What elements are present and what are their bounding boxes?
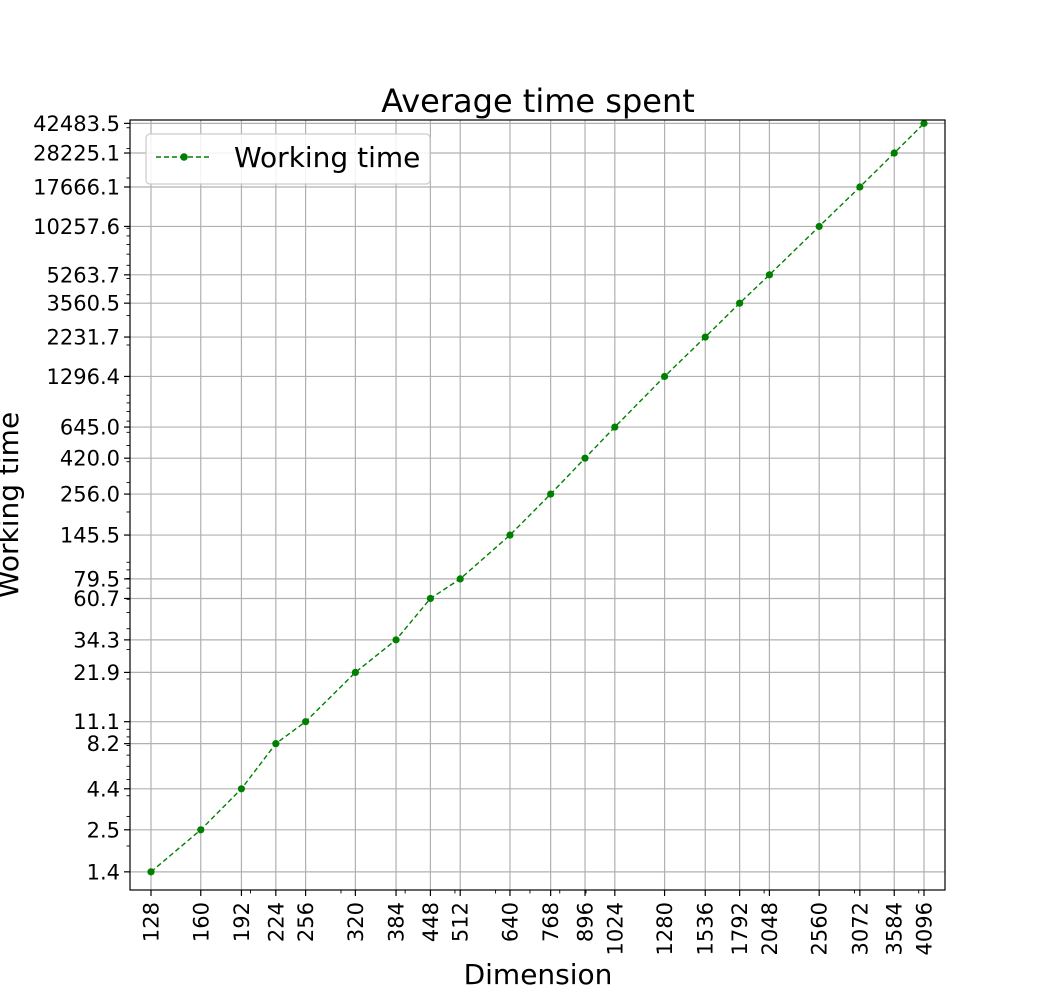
y-tick-label: 3560.5	[47, 292, 120, 316]
series-layer	[147, 119, 928, 876]
data-point	[920, 119, 928, 127]
x-tick-label: 4096	[913, 902, 937, 955]
series-line	[150, 122, 925, 873]
y-axis-ticks: 1.4 2.5 4.4 8.211.1 21.9 34.3 60.779.5 145.5 256…	[33, 112, 130, 884]
x-tick-label: 2560	[808, 902, 832, 955]
x-tick-label: 512	[449, 902, 473, 942]
y-tick-label: 420.0	[60, 447, 120, 471]
y-tick-label: 28225.1	[33, 142, 120, 166]
data-point	[581, 454, 589, 462]
x-tick-label: 3072	[848, 902, 872, 955]
x-tick-label: 448	[419, 902, 443, 942]
data-point	[456, 575, 464, 583]
data-point	[765, 271, 774, 279]
y-axis-label: Working time	[0, 412, 25, 598]
y-tick-label: 2.5	[87, 818, 120, 842]
x-tick-label: 160	[189, 902, 213, 942]
legend-marker-swatch	[180, 153, 188, 161]
y-tick-label: 1296.4	[47, 365, 120, 389]
y-tick-label: 2231.7	[47, 326, 120, 350]
x-tick-label: 192	[230, 902, 254, 942]
data-point	[237, 785, 246, 793]
x-tick-label: 256	[294, 902, 318, 942]
plot-frame	[129, 119, 946, 891]
data-point	[701, 333, 709, 341]
y-tick-label: 17666.1	[33, 176, 120, 200]
y-tick-label: 145.5	[60, 524, 120, 548]
y-tick-label: 4.4	[87, 777, 120, 801]
x-tick-label: 1792	[728, 902, 752, 955]
data-point	[272, 740, 280, 748]
minor-ticks	[126, 127, 920, 894]
x-tick-label: 3584	[883, 902, 907, 955]
y-tick-label: 5263.7	[47, 263, 120, 287]
x-tick-label: 384	[385, 902, 409, 942]
data-point	[815, 222, 823, 231]
data-point	[890, 149, 898, 157]
x-axis-label: Dimension	[464, 958, 613, 991]
y-tick-label: 79.5	[73, 567, 120, 591]
legend-box	[145, 133, 431, 185]
y-tick-label: 256.0	[60, 483, 120, 507]
legend: Working time	[145, 133, 431, 185]
x-tick-label: 1280	[653, 902, 677, 955]
y-tick-label: 42483.5	[33, 112, 120, 136]
data-point	[426, 594, 435, 603]
x-tick-label: 2048	[758, 902, 782, 955]
y-tick-label: 645.0	[60, 416, 120, 440]
x-tick-label: 128	[139, 902, 163, 942]
x-tick-label: 320	[344, 902, 368, 942]
x-tick-label: 1024	[603, 902, 627, 955]
data-point	[547, 490, 555, 498]
data-point	[856, 183, 864, 191]
data-point	[302, 718, 310, 726]
y-tick-label: 10257.6	[33, 215, 120, 239]
data-point	[147, 868, 155, 876]
x-tick-label: 1536	[694, 902, 718, 955]
x-tick-label: 768	[539, 902, 563, 942]
y-tick-label: 8.2	[87, 732, 120, 756]
grid	[130, 120, 945, 890]
y-tick-label: 21.9	[73, 661, 120, 685]
x-tick-label: 640	[498, 902, 522, 942]
y-tick-label: 1.4	[87, 860, 120, 884]
data-point	[506, 531, 514, 539]
data-point	[660, 372, 669, 381]
chart-title: Average time spent	[381, 82, 695, 120]
data-point	[392, 636, 400, 644]
y-tick-label: 34.3	[73, 628, 120, 652]
y-tick-label: 11.1	[73, 710, 120, 734]
data-point	[351, 668, 359, 677]
legend-label: Working time	[234, 141, 420, 174]
x-tick-label: 224	[264, 902, 288, 942]
data-point	[611, 423, 619, 431]
data-point	[736, 299, 744, 307]
x-axis-ticks: 128 160 192 224 256 320 384 448 512 640 768 896 1024…	[139, 890, 937, 955]
y-tick-label: 60.7	[73, 587, 120, 611]
data-point	[197, 826, 205, 834]
x-tick-label: 896	[574, 902, 598, 942]
